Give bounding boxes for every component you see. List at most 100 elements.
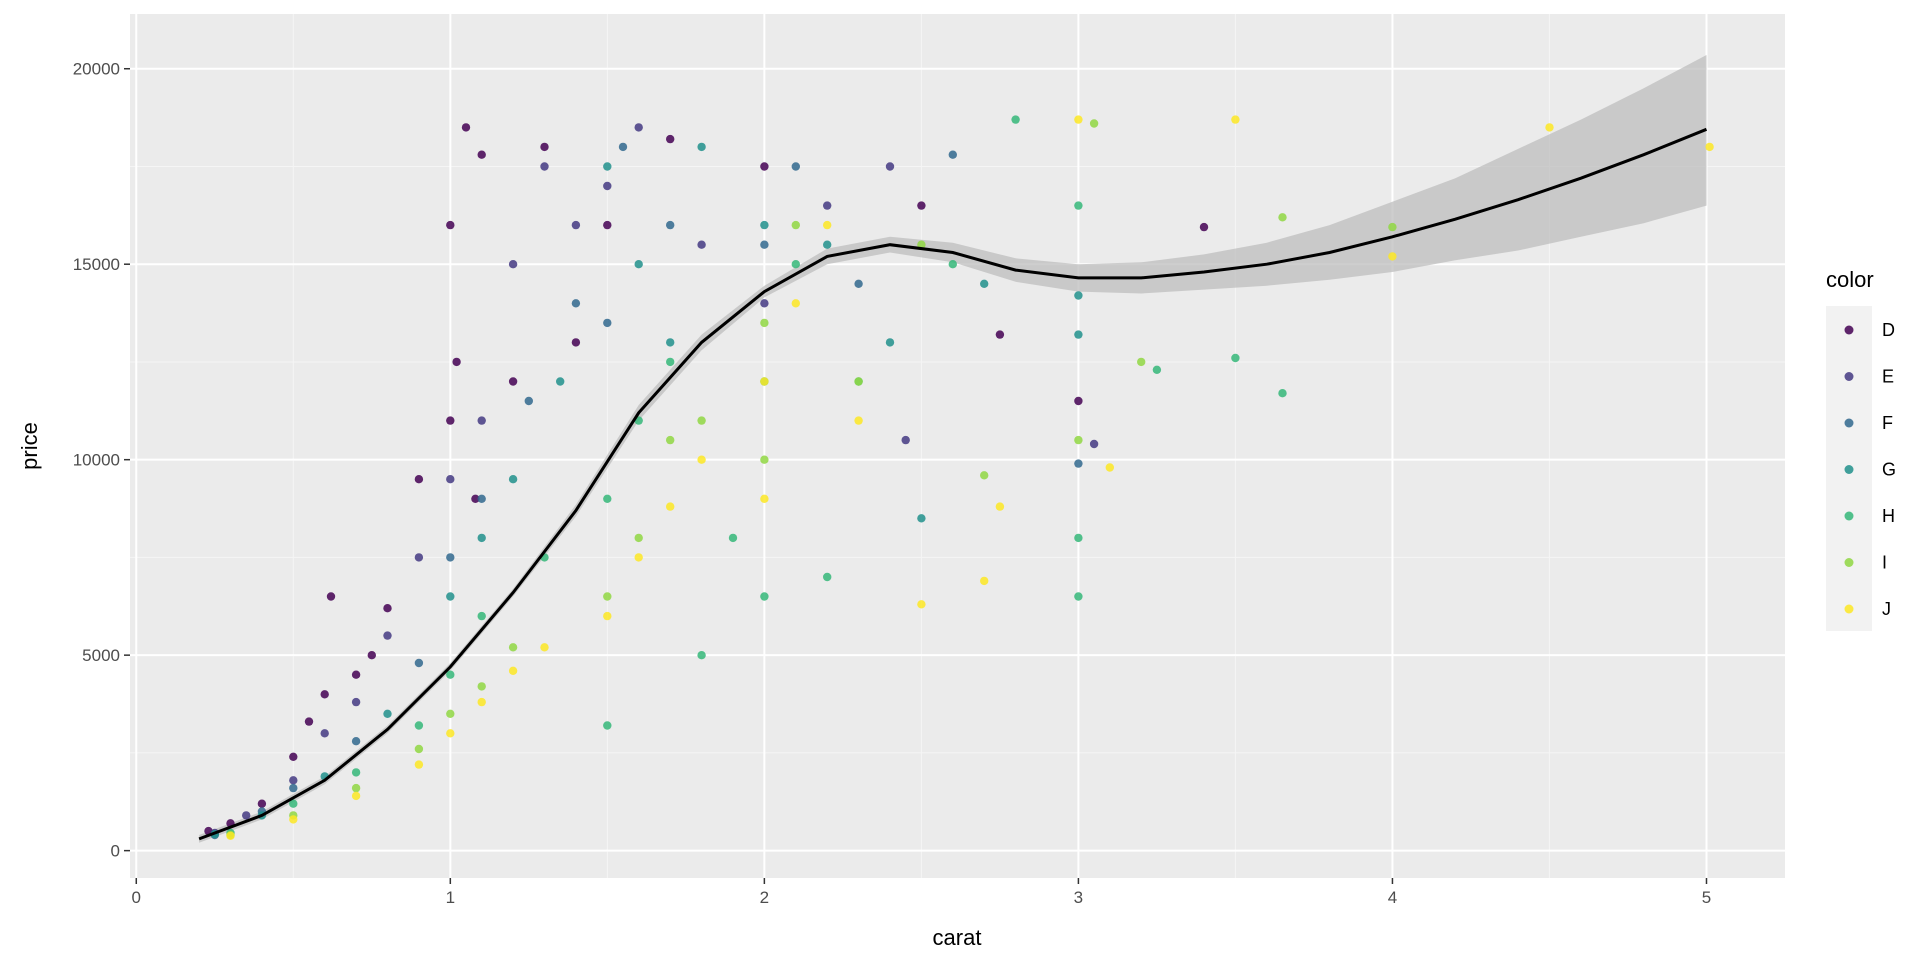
point-E: [351, 697, 361, 707]
point-G: [1074, 291, 1083, 300]
point-F: [351, 737, 361, 746]
point-J: [791, 299, 800, 308]
point-G: [760, 220, 769, 230]
x-tick-labels: 0 1 2 3 4 5: [132, 888, 1712, 907]
point-D: [917, 201, 926, 210]
point-D: [367, 651, 376, 660]
point-D: [383, 604, 392, 613]
x-tick-label: 2: [760, 888, 769, 907]
point-F: [618, 142, 628, 152]
point-E: [760, 299, 769, 308]
point-J: [226, 831, 235, 840]
legend-label-D: D: [1882, 320, 1895, 340]
point-J: [446, 729, 455, 738]
point-J: [760, 377, 769, 386]
point-G: [885, 338, 895, 347]
point-F: [948, 150, 957, 159]
legend-label-F: F: [1882, 413, 1893, 433]
point-E: [508, 260, 518, 269]
point-F: [414, 658, 424, 668]
point-E: [901, 435, 910, 445]
point-E: [823, 201, 832, 210]
point-F: [791, 162, 800, 171]
point-G: [603, 162, 612, 171]
point-H: [1011, 115, 1020, 124]
point-H: [289, 799, 298, 808]
point-J: [1388, 252, 1397, 261]
point-I: [980, 471, 989, 480]
point-F: [524, 396, 533, 406]
point-J: [995, 502, 1005, 511]
point-J: [1545, 123, 1554, 132]
point-I: [1089, 119, 1099, 128]
point-G: [823, 240, 832, 249]
point-I: [760, 318, 769, 328]
point-D: [508, 377, 518, 386]
point-I: [666, 435, 675, 445]
point-I: [1074, 435, 1083, 445]
y-axis-title: price: [17, 422, 42, 470]
point-D: [461, 123, 471, 132]
x-tick-label: 1: [446, 888, 455, 907]
legend-key-H: [1844, 511, 1854, 521]
point-F: [666, 220, 675, 230]
point-H: [1074, 201, 1083, 210]
point-J: [540, 643, 549, 652]
legend-key-J: [1844, 604, 1854, 614]
legend-label-I: I: [1882, 553, 1887, 573]
point-I: [414, 744, 424, 754]
point-G: [508, 475, 518, 484]
point-J: [1231, 115, 1240, 124]
point-D: [760, 162, 769, 171]
point-J: [634, 553, 643, 562]
point-E: [697, 240, 706, 249]
legend-title: color: [1826, 267, 1874, 292]
point-D: [446, 416, 455, 425]
x-tick-label: 4: [1388, 888, 1397, 907]
legend-key-I: [1844, 558, 1854, 567]
point-I: [446, 709, 455, 718]
point-I: [634, 533, 643, 543]
point-E: [242, 811, 251, 820]
point-D: [995, 330, 1005, 339]
y-tick-label: 0: [111, 842, 120, 861]
x-tick-label: 5: [1702, 888, 1711, 907]
point-I: [1278, 213, 1287, 222]
point-G: [697, 142, 706, 152]
point-J: [854, 416, 863, 425]
point-G: [634, 260, 643, 269]
point-E: [320, 729, 329, 738]
point-H: [948, 260, 957, 269]
point-D: [289, 752, 298, 761]
x-axis-title: carat: [933, 925, 982, 950]
point-D: [1074, 396, 1083, 406]
point-E: [1089, 439, 1099, 449]
point-I: [508, 643, 518, 652]
point-H: [1278, 389, 1287, 398]
point-F: [760, 240, 769, 249]
point-J: [1074, 115, 1083, 124]
point-H: [414, 721, 424, 730]
point-J: [823, 220, 832, 230]
point-J: [477, 697, 486, 707]
point-D: [414, 475, 424, 484]
x-tick-label: 3: [1074, 888, 1083, 907]
point-E: [885, 162, 895, 171]
point-H: [1231, 353, 1240, 363]
y-tick-label: 5000: [82, 646, 120, 665]
point-D: [477, 150, 486, 159]
point-E: [540, 162, 549, 171]
legend-key-E: [1844, 372, 1854, 381]
point-I: [760, 455, 769, 464]
point-I: [917, 240, 926, 249]
point-H: [697, 651, 706, 660]
point-F: [289, 783, 298, 793]
point-J: [1705, 142, 1714, 152]
point-H: [760, 592, 769, 601]
point-E: [414, 553, 424, 562]
point-H: [603, 721, 612, 730]
point-D: [446, 220, 455, 230]
legend: color D E F G H I J: [1826, 267, 1896, 631]
point-I: [603, 592, 612, 601]
